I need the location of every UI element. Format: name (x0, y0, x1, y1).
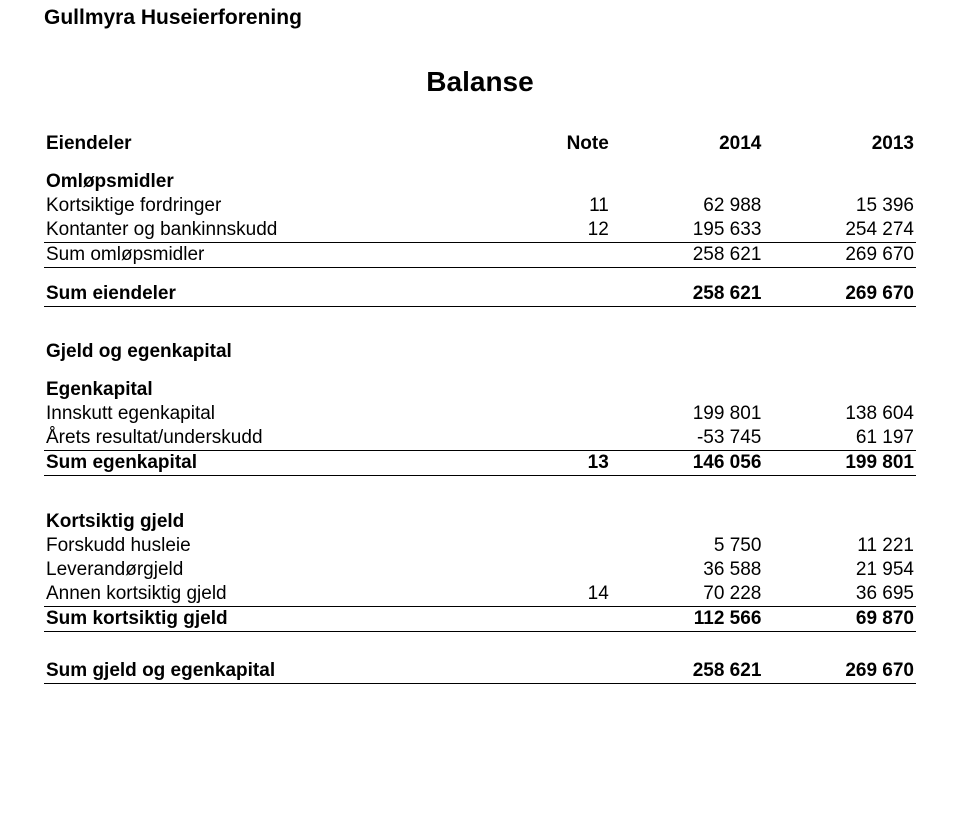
kortsiktig-gjeld-title: Kortsiktig gjeld (44, 510, 532, 534)
cell-y2: 61 197 (763, 426, 916, 451)
cell-y1: 199 801 (611, 402, 764, 426)
spacer (44, 364, 916, 378)
cell-y1: 36 588 (611, 558, 764, 582)
cell-note: 12 (532, 218, 610, 243)
section-title-omlopsmidler: Omløpsmidler (44, 170, 916, 194)
cell-y1: 258 621 (611, 282, 764, 307)
cell-y1: 70 228 (611, 582, 764, 607)
row-innskutt-eg: Innskutt egenkapital 199 801 138 604 (44, 402, 916, 426)
cell-note: 11 (532, 194, 610, 218)
cell-y2: 138 604 (763, 402, 916, 426)
cell-note: 13 (532, 451, 610, 476)
main-title: Balanse (44, 66, 916, 98)
omlopsmidler-title: Omløpsmidler (44, 170, 532, 194)
cell-label: Leverandørgjeld (44, 558, 532, 582)
balance-table: Eiendeler Note 2014 2013 Omløpsmidler Ko… (44, 132, 916, 684)
header-note: Note (532, 132, 610, 156)
cell-y1: 62 988 (611, 194, 764, 218)
row-arets-res: Årets resultat/underskudd -53 745 61 197 (44, 426, 916, 451)
cell-label: Sum gjeld og egenkapital (44, 659, 532, 684)
spacer (44, 156, 916, 170)
cell-y1: 146 056 (611, 451, 764, 476)
cell-label: Sum kortsiktig gjeld (44, 606, 532, 631)
row-sum-eg: Sum egenkapital 13 146 056 199 801 (44, 451, 916, 476)
cell-y1: -53 745 (611, 426, 764, 451)
cell-note: 14 (532, 582, 610, 607)
spacer (44, 476, 916, 510)
spacer (44, 306, 916, 340)
egenkapital-title: Egenkapital (44, 378, 532, 402)
cell-y1: 258 621 (611, 243, 764, 268)
row-leverandorgjeld: Leverandørgjeld 36 588 21 954 (44, 558, 916, 582)
row-sum-eiendeler: Sum eiendeler 258 621 269 670 (44, 282, 916, 307)
row-kortsiktige-fordringer: Kortsiktige fordringer 11 62 988 15 396 (44, 194, 916, 218)
section-title-gjeld-eg: Gjeld og egenkapital (44, 340, 916, 364)
row-sum-kgjeld: Sum kortsiktig gjeld 112 566 69 870 (44, 606, 916, 631)
cell-y2: 269 670 (763, 659, 916, 684)
spacer (44, 268, 916, 282)
header-year1: 2014 (611, 132, 764, 156)
cell-y2: 15 396 (763, 194, 916, 218)
spacer (44, 631, 916, 659)
cell-label: Kortsiktige fordringer (44, 194, 532, 218)
cell-y1: 195 633 (611, 218, 764, 243)
row-annen-kgjeld: Annen kortsiktig gjeld 14 70 228 36 695 (44, 582, 916, 607)
row-sum-gjeld-eg: Sum gjeld og egenkapital 258 621 269 670 (44, 659, 916, 684)
row-kontanter-bank: Kontanter og bankinnskudd 12 195 633 254… (44, 218, 916, 243)
cell-y2: 199 801 (763, 451, 916, 476)
cell-y1: 5 750 (611, 534, 764, 558)
cell-y2: 69 870 (763, 606, 916, 631)
cell-label: Innskutt egenkapital (44, 402, 532, 426)
section-title-kortsiktig-gjeld: Kortsiktig gjeld (44, 510, 916, 534)
cell-y1: 112 566 (611, 606, 764, 631)
org-name: Gullmyra Huseierforening (44, 6, 916, 30)
cell-y2: 36 695 (763, 582, 916, 607)
cell-label: Sum eiendeler (44, 282, 532, 307)
cell-y1: 258 621 (611, 659, 764, 684)
cell-y2: 21 954 (763, 558, 916, 582)
cell-label: Årets resultat/underskudd (44, 426, 532, 451)
row-sum-omlopsmidler: Sum omløpsmidler 258 621 269 670 (44, 243, 916, 268)
cell-label: Kontanter og bankinnskudd (44, 218, 532, 243)
section-title-egenkapital: Egenkapital (44, 378, 916, 402)
cell-label: Annen kortsiktig gjeld (44, 582, 532, 607)
table-header-row: Eiendeler Note 2014 2013 (44, 132, 916, 156)
gjeld-eg-title: Gjeld og egenkapital (44, 340, 532, 364)
header-year2: 2013 (763, 132, 916, 156)
cell-y2: 11 221 (763, 534, 916, 558)
balance-sheet-page: Gullmyra Huseierforening Balanse Eiendel… (0, 0, 960, 684)
cell-y2: 254 274 (763, 218, 916, 243)
row-forskudd-husleie: Forskudd husleie 5 750 11 221 (44, 534, 916, 558)
cell-label: Sum egenkapital (44, 451, 532, 476)
header-label: Eiendeler (44, 132, 532, 156)
cell-label: Forskudd husleie (44, 534, 532, 558)
cell-y2: 269 670 (763, 282, 916, 307)
cell-y2: 269 670 (763, 243, 916, 268)
cell-label: Sum omløpsmidler (44, 243, 532, 268)
